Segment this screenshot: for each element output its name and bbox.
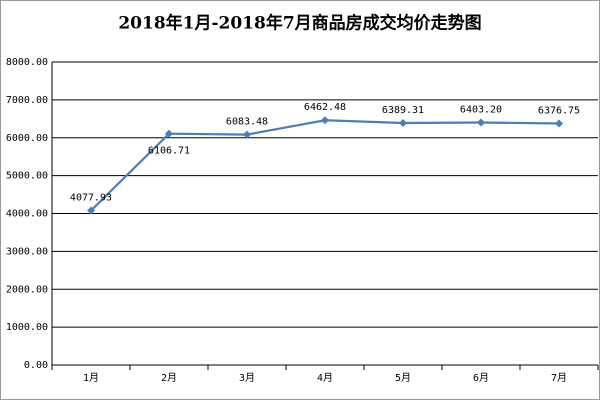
x-tick-label: 5月 xyxy=(395,372,411,384)
chart-title: 2018年1月-2018年7月商品房成交均价走势图 xyxy=(118,13,481,34)
y-tick-label: 7000.00 xyxy=(6,95,48,106)
data-label: 4077.93 xyxy=(70,193,112,204)
x-tick-label: 4月 xyxy=(317,372,333,384)
marker xyxy=(321,116,329,125)
marker xyxy=(555,119,563,128)
y-tick-label: 0.00 xyxy=(24,360,48,371)
y-tick-label: 4000.00 xyxy=(6,209,48,220)
y-tick-label: 3000.00 xyxy=(6,246,48,257)
data-label: 6376.75 xyxy=(538,105,580,116)
data-label: 6389.31 xyxy=(382,105,424,116)
x-tick-label: 6月 xyxy=(473,372,489,384)
data-label: 6083.48 xyxy=(226,117,268,128)
data-label: 6106.71 xyxy=(148,146,190,157)
x-tick-label: 3月 xyxy=(239,372,255,384)
data-label: 6403.20 xyxy=(460,104,502,115)
y-tick-label: 1000.00 xyxy=(6,322,48,333)
x-tick-label: 7月 xyxy=(551,372,567,384)
y-tick-label: 5000.00 xyxy=(6,171,48,182)
x-tick-label: 2月 xyxy=(161,372,177,384)
x-tick-label: 1月 xyxy=(83,372,99,384)
marker xyxy=(165,129,173,138)
y-tick-label: 8000.00 xyxy=(6,57,48,68)
data-label: 6462.48 xyxy=(304,102,346,113)
marker xyxy=(399,119,407,128)
y-tick-label: 2000.00 xyxy=(6,284,48,295)
marker xyxy=(87,206,95,215)
y-tick-label: 6000.00 xyxy=(6,133,48,144)
marker xyxy=(477,118,485,127)
marker xyxy=(243,130,251,139)
